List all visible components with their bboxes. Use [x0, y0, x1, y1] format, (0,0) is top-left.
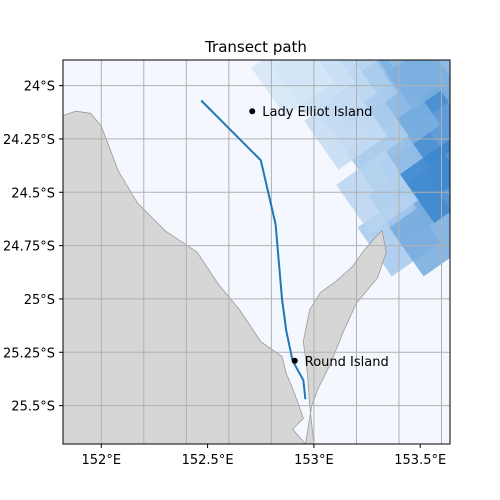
y-tick-label: 24.25°S — [3, 133, 55, 148]
places-layer: Lady Elliot Island Round Island — [249, 105, 389, 370]
y-tick-label: 24.75°S — [3, 240, 55, 255]
y-tick-label: 24.5°S — [11, 186, 55, 201]
transect-path — [200, 99, 307, 400]
x-tick-label: 152°E — [82, 453, 122, 468]
y-tick-label: 25.25°S — [3, 346, 55, 361]
transect-layer — [200, 99, 307, 400]
place-marker — [291, 357, 298, 364]
place-marker — [249, 108, 256, 115]
shading-cell — [378, 60, 450, 111]
y-axis-ticks: 24°S 24.25°S 24.5°S 24.75°S 25°S 25.25°S 25.5°… — [3, 80, 63, 415]
map-title: Transect path — [204, 38, 307, 56]
shading-cell — [304, 86, 388, 170]
land-polygon — [63, 110, 306, 444]
x-axis-ticks: 152°E 152.5°E 153°E 153.5°E — [82, 444, 446, 468]
place-label: Lady Elliot Island — [262, 105, 372, 120]
x-tick-label: 152.5°E — [182, 453, 234, 468]
shading-cell — [251, 60, 335, 117]
x-tick-label: 153°E — [294, 453, 334, 468]
map-frame — [62, 59, 451, 445]
y-tick-label: 24°S — [24, 80, 55, 95]
place-label: Round Island — [305, 355, 389, 370]
y-tick-label: 25°S — [24, 293, 55, 308]
map-gridlines — [63, 60, 450, 444]
y-tick-label: 25.5°S — [11, 400, 55, 415]
x-tick-label: 153.5°E — [394, 453, 446, 468]
shading-cell — [389, 193, 450, 277]
